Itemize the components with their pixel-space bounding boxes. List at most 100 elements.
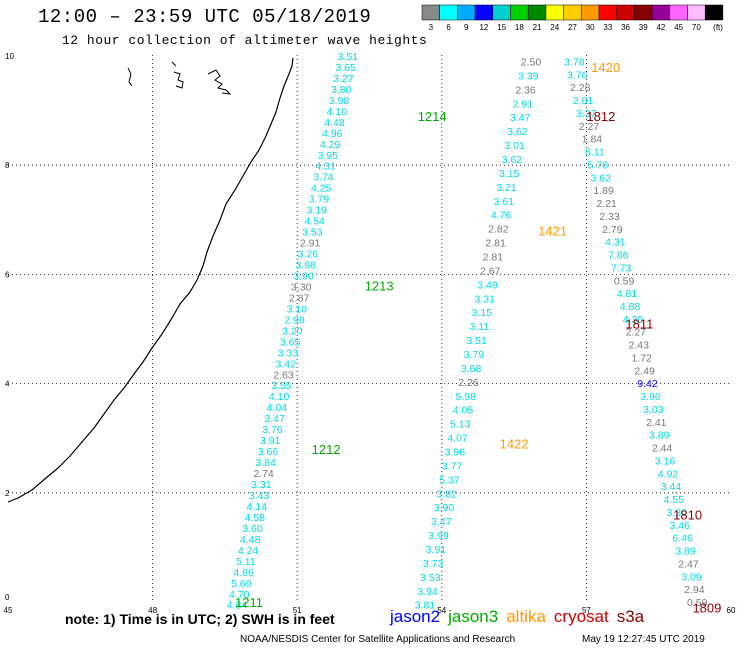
wave-height-value: 2.61 — [573, 95, 594, 107]
wave-height-value: 3.33 — [278, 347, 299, 359]
wave-height-value: 2.36 — [515, 84, 536, 96]
wave-height-value: 3.94 — [417, 586, 438, 598]
pass-labels: 1211 1212 1213 1214 1420 1421 1422 1812 1811 1810… — [235, 60, 721, 616]
wave-height-value: 3.80 — [331, 84, 352, 96]
wave-height-value: 3.31 — [251, 479, 272, 491]
axis-ticks: 45 48 51 54 57 60 0 2 4 6 8 10 — [4, 52, 736, 615]
wave-height-value: 3.31 — [475, 293, 496, 305]
wave-height-value: 3.62 — [507, 126, 528, 138]
timestamp-text: May 19 12:27:45 UTC 2019 — [582, 634, 705, 645]
y-tick-label: 0 — [5, 593, 10, 602]
wave-height-value: 3.39 — [518, 70, 539, 82]
wave-height-value: 4.86 — [233, 567, 254, 579]
wave-height-value: 3.30 — [667, 507, 688, 519]
wave-height-value: 4.10 — [327, 106, 348, 118]
map-title: 12:00 – 23:59 UTC 05/18/2019 — [38, 6, 372, 28]
wave-height-value: 4.29 — [320, 139, 341, 151]
colorbar-label: 30 — [586, 23, 595, 32]
wave-height-value: 3.98 — [329, 95, 350, 107]
wave-height-value: 0.59 — [614, 275, 635, 287]
credit-text: NOAA/NESDIS Center for Satellite Applica… — [240, 634, 516, 645]
pass-time-label: 1213 — [365, 278, 394, 293]
wave-height-value: 3.26 — [298, 249, 319, 261]
wave-height-value: 2.49 — [634, 365, 655, 377]
wave-height-value: 2.44 — [652, 443, 673, 455]
wave-height-value: 4.04 — [267, 402, 288, 414]
satellite-legend: jason2 jason3 altika cryosat s3a — [390, 607, 652, 627]
wave-height-value: 2.26 — [458, 377, 479, 389]
wave-height-value: 1.72 — [631, 352, 652, 364]
map-grid — [8, 55, 731, 602]
wave-height-value: 2.91 — [513, 98, 534, 110]
wave-height-value: 3.65 — [280, 336, 301, 348]
wave-height-colorbar: 3 6 9 12 15 18 21 24 27 30 33 36 39 42 45 70 (ft) — [421, 4, 723, 32]
wave-height-value: 3.62 — [502, 154, 523, 166]
wave-height-value: 7.73 — [611, 262, 632, 274]
wave-height-value: 2.81 — [485, 238, 506, 250]
wave-height-value: 3.46 — [669, 520, 690, 532]
pass-time-label: 1810 — [673, 508, 702, 523]
colorbar-label: 27 — [568, 23, 577, 32]
pass-time-label: 1420 — [591, 60, 620, 75]
wave-height-value: 3.11 — [469, 321, 489, 333]
wave-height-value: 3.84 — [256, 457, 277, 469]
colorbar-label: 6 — [446, 23, 451, 32]
wave-height-value: 4.48 — [324, 117, 345, 129]
wave-height-value: 9.42 — [637, 378, 658, 390]
pass-time-label: 1214 — [418, 109, 447, 124]
wave-height-value: 3.77 — [442, 460, 463, 472]
wave-height-value: 4.58 — [244, 512, 265, 524]
satellite-tracks: 4.844.705.604.865.114.244.483.604.584.14… — [227, 51, 708, 612]
wave-height-value: 3.91 — [260, 435, 281, 447]
wave-height-value: 2.82 — [488, 224, 509, 236]
wave-height-value: 3.15 — [499, 168, 520, 180]
x-tick-label: 48 — [148, 606, 157, 615]
colorbar-label: 9 — [464, 23, 469, 32]
wave-height-value: 2.81 — [483, 251, 504, 263]
wave-height-value: 2.94 — [684, 584, 705, 596]
wave-height-value: 3.37 — [576, 108, 597, 120]
wave-height-value: 2.91 — [300, 238, 321, 250]
map-subtitle: 12 hour collection of altimeter wave hei… — [62, 33, 428, 48]
x-tick-label: 57 — [582, 606, 591, 615]
y-tick-label: 8 — [5, 161, 10, 170]
wave-height-value: 3.76 — [262, 424, 283, 436]
colorbar-label: 3 — [429, 23, 434, 32]
wave-height-value: 5.76 — [588, 159, 609, 171]
wave-height-value: 2.28 — [570, 82, 591, 94]
colorbar-label: 36 — [621, 23, 630, 32]
wave-height-value: 2.47 — [678, 558, 699, 570]
x-tick-label: 54 — [437, 606, 446, 615]
wave-height-value: 3.51 — [466, 335, 487, 347]
pass-time-label: 1211 — [235, 595, 263, 610]
wave-height-value: 4.92 — [658, 468, 679, 480]
wave-height-value: 5.98 — [455, 391, 476, 403]
wave-height-value: 3.81 — [415, 600, 436, 612]
wave-height-value: 3.78 — [564, 56, 585, 68]
wave-height-value: 3.82 — [436, 488, 457, 500]
wave-height-value: 3.47 — [431, 516, 452, 528]
wave-height-value: 4.31 — [605, 237, 626, 249]
wave-height-value: 3.90 — [434, 502, 455, 514]
wave-height-value: 3.44 — [661, 481, 682, 493]
wave-height-value: 3.16 — [655, 455, 676, 467]
wave-height-value: 2.79 — [602, 224, 623, 236]
wave-height-value: 2.33 — [599, 211, 620, 223]
wave-height-value: 2.43 — [629, 340, 650, 352]
wave-height-value: 4.10 — [269, 391, 290, 403]
wave-height-value: 3.42 — [276, 358, 297, 370]
wave-height-value: 3.20 — [282, 325, 303, 337]
wave-height-value: 3.66 — [258, 446, 279, 458]
wave-height-value: 3.89 — [675, 546, 696, 558]
wave-height-value: 3.19 — [307, 205, 328, 217]
wave-height-value: 3.53 — [302, 227, 323, 239]
wave-height-value: 3.96 — [445, 447, 466, 459]
legend-jason3: jason3 — [448, 607, 499, 626]
colorbar-label: 39 — [639, 23, 648, 32]
colorbar-label: 70 — [692, 23, 701, 32]
wave-height-value: 4.55 — [664, 494, 685, 506]
wave-height-value: 4.84 — [227, 600, 248, 612]
wave-height-value: 3.49 — [477, 279, 498, 291]
y-tick-label: 10 — [5, 52, 14, 61]
